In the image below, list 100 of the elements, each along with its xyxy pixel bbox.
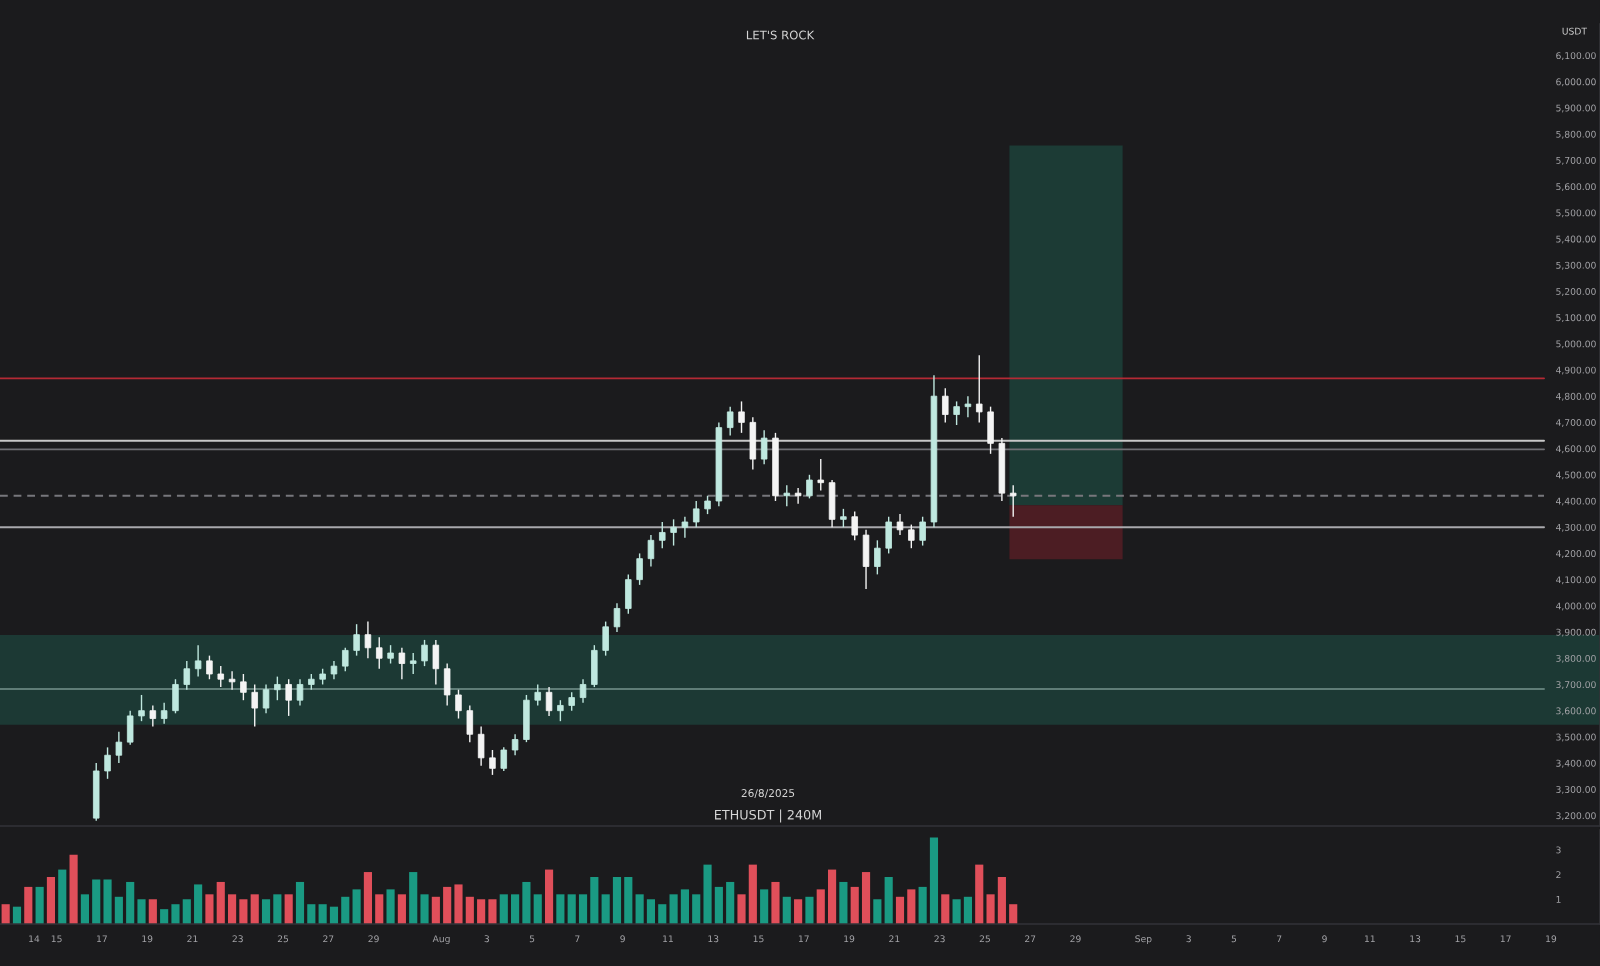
bar (760, 889, 769, 924)
bar (24, 886, 33, 924)
candlestick (262, 683, 270, 714)
candlestick (602, 620, 609, 657)
candlestick (285, 678, 292, 717)
bar (794, 899, 803, 924)
bar (941, 894, 950, 924)
candlestick (126, 709, 134, 746)
candlestick (274, 675, 281, 701)
candlestick (511, 733, 519, 756)
candlestick (726, 405, 734, 437)
candlestick (670, 518, 677, 547)
bar (556, 894, 565, 924)
candlestick (398, 647, 406, 680)
bar (250, 894, 259, 924)
candlestick (353, 623, 360, 657)
candlestick (228, 670, 236, 691)
candlestick (477, 725, 485, 767)
candlestick (409, 652, 417, 675)
candlestick (862, 529, 870, 590)
candlestick (138, 694, 145, 722)
bar (884, 877, 893, 924)
candlestick (217, 665, 224, 688)
candlestick (908, 523, 915, 549)
candlestick (172, 678, 179, 714)
candlestick (919, 516, 926, 547)
candlestick (364, 620, 372, 659)
candlestick (466, 704, 474, 743)
candlestick (296, 678, 304, 707)
candlestick (896, 513, 904, 536)
candlestick (874, 539, 881, 576)
candlestick (240, 673, 247, 701)
candlestick (806, 474, 813, 500)
candlestick (523, 694, 530, 743)
bar (873, 899, 882, 924)
candlestick (625, 573, 632, 615)
bar (352, 889, 361, 924)
bar (397, 894, 406, 924)
candlestick (987, 405, 994, 455)
bar (805, 896, 814, 924)
candlestick (376, 636, 383, 670)
candlestick (149, 704, 157, 728)
candlestick (783, 484, 791, 507)
bar (771, 881, 780, 924)
candlestick (636, 552, 643, 586)
candlestick (840, 508, 847, 528)
candlestick (115, 730, 123, 764)
candlestick (421, 639, 428, 667)
candlestick (443, 662, 451, 707)
candlestick (647, 534, 655, 568)
candlestick (545, 686, 553, 717)
candlestick (976, 354, 983, 424)
candlestick (183, 660, 191, 691)
candlestick (760, 429, 768, 466)
bar (386, 889, 395, 924)
bar (35, 886, 44, 924)
candlestick (455, 689, 462, 720)
candlestick (251, 683, 258, 728)
candlestick (92, 762, 100, 822)
candlestick (942, 387, 949, 424)
candlestick (704, 495, 711, 515)
candlestick (330, 660, 338, 680)
bar (782, 896, 791, 924)
bar (1, 904, 10, 924)
candlestick (489, 749, 496, 776)
candlestick (817, 458, 824, 492)
candlestick (1009, 484, 1017, 518)
candlestick (613, 602, 621, 633)
candlestick (828, 479, 836, 528)
candlestick (568, 691, 575, 712)
bar (69, 854, 78, 924)
candlestick (591, 644, 598, 688)
candlestick (104, 746, 111, 780)
candlestick (953, 400, 960, 426)
candlestick (557, 699, 564, 722)
candlestick (194, 644, 202, 678)
candlestick (387, 644, 394, 665)
candlestick (885, 516, 892, 555)
candlestick (342, 647, 349, 673)
candlestick (206, 654, 213, 680)
candlestick (692, 500, 700, 528)
candlestick (500, 746, 508, 772)
bar (284, 894, 293, 924)
bar (46, 877, 56, 924)
candlestick (738, 400, 745, 434)
candlestick (794, 487, 802, 505)
candlestick (579, 678, 587, 704)
bar (544, 869, 554, 924)
candlestick (749, 416, 757, 471)
candlestick (534, 683, 541, 707)
bar (58, 869, 67, 924)
candlestick (432, 639, 440, 686)
candlestick (160, 702, 168, 725)
bar (533, 894, 542, 924)
candlestick (964, 395, 972, 418)
bar (839, 881, 848, 924)
candlestick (659, 521, 666, 549)
candlestick (681, 516, 689, 539)
bar (12, 906, 22, 924)
candlestick (851, 510, 858, 542)
